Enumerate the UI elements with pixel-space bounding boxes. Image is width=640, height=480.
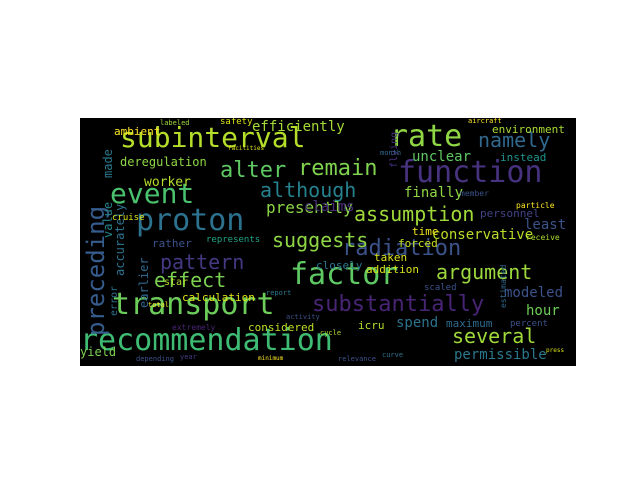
word: curve — [382, 351, 404, 359]
word: month — [380, 149, 402, 157]
word: rather — [152, 237, 192, 250]
word: several — [452, 324, 537, 348]
word: member — [460, 189, 489, 198]
word: calculation — [182, 291, 255, 304]
word: worker — [144, 175, 191, 190]
word-cloud: recommendation transport factor function… — [80, 118, 576, 366]
word: safety — [220, 118, 253, 127]
word: hour — [526, 303, 560, 319]
word: effect — [154, 268, 227, 292]
word: taken — [374, 251, 408, 264]
word: represents — [206, 235, 261, 245]
word: particle — [516, 201, 555, 210]
word: radiation — [342, 236, 462, 261]
word: press — [546, 347, 565, 354]
word: report — [266, 289, 292, 297]
word: although — [260, 178, 357, 202]
word: star — [164, 277, 189, 288]
word: cruise — [112, 213, 145, 223]
word: deregulation — [120, 155, 207, 169]
word: closely — [316, 259, 363, 272]
word: remain — [298, 156, 378, 181]
word: proton — [136, 203, 245, 238]
word: environment — [492, 123, 565, 136]
word: time — [412, 225, 439, 238]
word: receive — [526, 233, 560, 242]
word: considered — [248, 321, 315, 334]
word: spend — [396, 315, 439, 331]
word: suggests — [272, 228, 369, 252]
word: alter — [220, 158, 287, 183]
word: yield — [80, 345, 117, 359]
word: aircraft — [468, 118, 502, 125]
word: rate — [390, 119, 463, 154]
word: conservative — [432, 227, 534, 243]
word: efficiently — [252, 119, 345, 135]
word: year — [180, 353, 197, 361]
word: instead — [500, 151, 547, 164]
word: ambient — [114, 125, 161, 138]
word: modeled — [504, 285, 564, 301]
word: claims — [304, 199, 355, 215]
word: personnel — [480, 207, 540, 220]
word: made — [101, 149, 115, 178]
word: labeled — [160, 119, 190, 127]
word: finally — [404, 185, 464, 201]
word: addition — [366, 263, 419, 276]
word: activity — [286, 313, 320, 321]
word: function — [398, 155, 543, 190]
word: pattern — [160, 250, 245, 274]
word: subinterval — [120, 121, 306, 154]
word: event — [110, 177, 195, 210]
word: percent — [510, 319, 548, 329]
word: error — [109, 285, 120, 316]
word: substantially — [312, 292, 485, 317]
word: namely — [478, 128, 551, 152]
word: unclear — [412, 149, 472, 165]
word: icru — [358, 319, 385, 332]
word: argument — [436, 260, 533, 284]
word: facilities — [228, 145, 265, 152]
word: factor — [290, 257, 399, 292]
word: minimum — [258, 355, 284, 362]
word: forced — [398, 237, 438, 250]
word: recommendation — [80, 323, 333, 358]
word: cycle — [320, 329, 342, 337]
word: presently — [266, 198, 353, 217]
word: extremely — [172, 323, 216, 332]
word: assumption — [354, 202, 475, 226]
word: total — [148, 301, 170, 309]
word: estimated — [499, 264, 508, 308]
word: relevance — [338, 355, 376, 363]
word: depending — [136, 355, 174, 363]
word: scaled — [424, 283, 457, 293]
word: transport — [112, 287, 275, 322]
word: maximum — [446, 317, 493, 330]
word: permissible — [454, 347, 547, 363]
word: least — [524, 217, 567, 233]
